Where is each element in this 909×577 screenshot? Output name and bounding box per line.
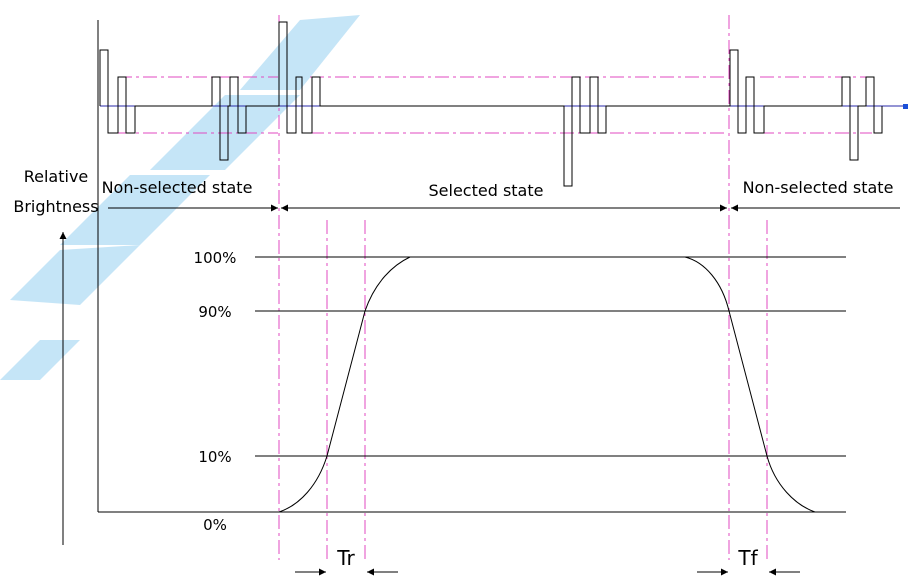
baseline-end-marker	[903, 104, 908, 109]
y-axis-label-line1: Relative	[24, 167, 89, 186]
level-100-label: 100%	[194, 249, 237, 267]
drive-waveform	[99, 21, 883, 187]
level-90-label: 90%	[198, 303, 231, 321]
brightness-curve	[278, 256, 816, 513]
y-axis-label-line2: Brightness	[13, 197, 98, 216]
non-selected-state-left-label: Non-selected state	[102, 178, 253, 197]
non-selected-state-right-label: Non-selected state	[743, 178, 894, 197]
level-10-label: 10%	[198, 448, 231, 466]
vertical-guides	[278, 15, 768, 560]
selected-state-label: Selected state	[429, 181, 544, 200]
fall-time-label: Tf	[737, 546, 758, 570]
level-0-label: 0%	[203, 516, 227, 534]
drive-level-guides	[118, 76, 872, 134]
rise-time-label: Tr	[336, 546, 355, 570]
